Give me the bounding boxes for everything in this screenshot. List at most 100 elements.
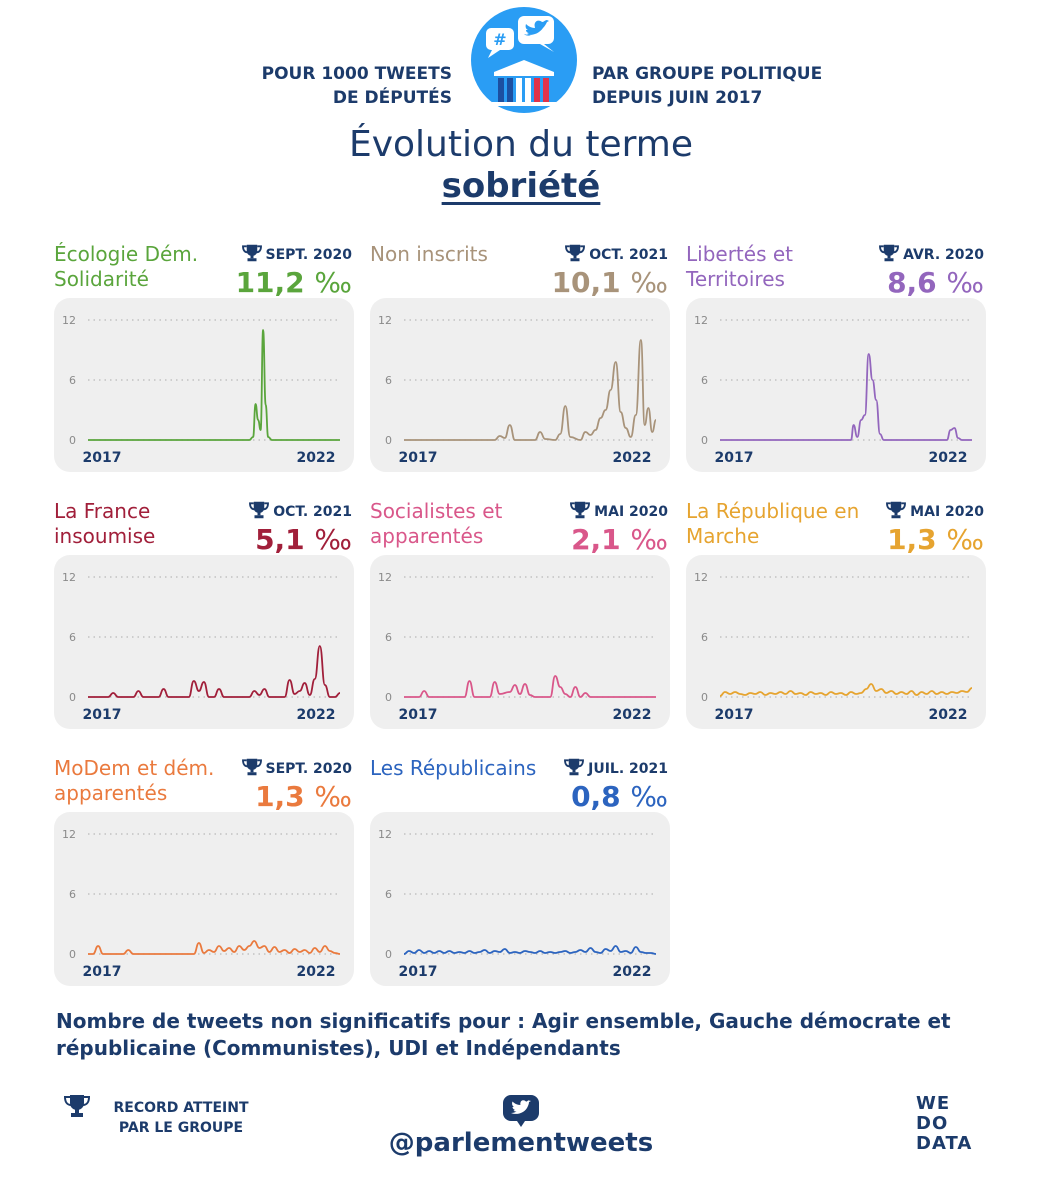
x-tick-label: 2022 bbox=[613, 707, 652, 723]
y-tick-label: 12 bbox=[694, 571, 708, 584]
group-name: Les Républicains bbox=[370, 756, 537, 780]
record-period: JUIL. 2021 bbox=[588, 761, 668, 777]
y-tick-label: 6 bbox=[69, 888, 76, 901]
header-right-line2: DEPUIS JUIN 2017 bbox=[592, 88, 763, 108]
trophy-icon bbox=[249, 501, 270, 523]
series-line bbox=[88, 329, 340, 441]
record-number: 10,1 bbox=[551, 266, 621, 299]
y-tick-label: 6 bbox=[385, 374, 392, 387]
record-period: SEPT. 2020 bbox=[265, 761, 353, 777]
brand-line2: DO bbox=[916, 1113, 949, 1134]
chart-socialistes: 0 6 12 2017 2022 bbox=[370, 555, 670, 729]
chart-modem: 0 6 12 2017 2022 bbox=[54, 812, 354, 986]
record-period: MAI 2020 bbox=[910, 504, 984, 520]
group-name: La France insoumise bbox=[54, 499, 156, 548]
panel-libertes: Libertés et Territoires AVR. 2020 8,6 ‰ … bbox=[686, 242, 986, 472]
y-tick-label: 6 bbox=[385, 888, 392, 901]
record-value: 11,2 ‰ bbox=[236, 266, 352, 299]
record-label: JUIL. 2021 bbox=[564, 758, 668, 780]
panel-modem: MoDem et dém. apparentés SEPT. 2020 1,3 … bbox=[54, 756, 354, 986]
record-unit: ‰ bbox=[946, 523, 984, 556]
record-label: OCT. 2021 bbox=[565, 244, 668, 266]
record-value: 5,1 ‰ bbox=[255, 523, 352, 556]
panel-lfi: La France insoumise OCT. 2021 5,1 ‰ 0 6 12… bbox=[54, 499, 354, 729]
group-name: Non inscrits bbox=[370, 242, 488, 266]
panel-ecologie: Écologie Dém. Solidarité SEPT. 2020 11,2… bbox=[54, 242, 354, 472]
header-right: PAR GROUPE POLITIQUE DEPUIS JUIN 2017 bbox=[592, 62, 892, 110]
x-tick-label: 2017 bbox=[83, 964, 122, 980]
chart-background bbox=[370, 812, 670, 986]
record-period: AVR. 2020 bbox=[903, 247, 984, 263]
panel-socialistes: Socialistes et apparentés MAI 2020 2,1 ‰… bbox=[370, 499, 670, 729]
chart-background bbox=[686, 298, 986, 472]
y-tick-label: 0 bbox=[385, 948, 392, 961]
y-tick-label: 6 bbox=[69, 631, 76, 644]
header-left-line2: DE DÉPUTÉS bbox=[332, 88, 452, 108]
x-tick-label: 2022 bbox=[297, 964, 336, 980]
y-tick-label: 12 bbox=[378, 828, 392, 841]
record-label: AVR. 2020 bbox=[879, 244, 984, 266]
x-tick-label: 2017 bbox=[83, 707, 122, 723]
chart-background bbox=[686, 555, 986, 729]
record-number: 1,3 bbox=[255, 780, 305, 813]
record-unit: ‰ bbox=[630, 523, 668, 556]
y-tick-label: 0 bbox=[701, 691, 708, 704]
record-value: 8,6 ‰ bbox=[887, 266, 984, 299]
record-value: 10,1 ‰ bbox=[552, 266, 668, 299]
y-tick-label: 12 bbox=[62, 828, 76, 841]
series-line bbox=[404, 339, 657, 441]
brand-line3: DATA bbox=[916, 1133, 973, 1154]
group-name: Libertés et Territoires bbox=[686, 242, 793, 291]
record-label: SEPT. 2020 bbox=[241, 758, 353, 780]
footnote: Nombre de tweets non significatifs pour … bbox=[56, 1009, 951, 1060]
wedodata-logo: WE DO DATA bbox=[916, 1094, 972, 1154]
chart-background bbox=[54, 555, 354, 729]
legend-line1: RECORD ATTEINT bbox=[113, 1100, 249, 1116]
panel-republicains: Les Républicains JUIL. 2021 0,8 ‰ 0 6 12 20… bbox=[370, 756, 670, 986]
x-tick-label: 2022 bbox=[297, 450, 336, 466]
record-unit: ‰ bbox=[314, 780, 352, 813]
record-number: 2,1 bbox=[571, 523, 621, 556]
series-line bbox=[719, 683, 973, 697]
parlement-logo: # bbox=[471, 7, 577, 113]
record-period: SEPT. 2020 bbox=[265, 247, 353, 263]
y-tick-label: 12 bbox=[694, 314, 708, 327]
brand-line1: WE bbox=[916, 1093, 951, 1114]
legend-text: RECORD ATTEINT PAR LE GROUPE bbox=[96, 1098, 266, 1138]
panel-lrem: La République en Marche MAI 2020 1,3 ‰ 0… bbox=[686, 499, 986, 729]
x-tick-label: 2022 bbox=[613, 450, 652, 466]
chart-background bbox=[54, 812, 354, 986]
twitter-handle: @parlementweets bbox=[388, 1128, 654, 1158]
record-number: 8,6 bbox=[887, 266, 937, 299]
header-left: POUR 1000 TWEETS DE DÉPUTÉS bbox=[190, 62, 452, 110]
record-unit: ‰ bbox=[314, 523, 352, 556]
record-period: MAI 2020 bbox=[594, 504, 668, 520]
y-tick-label: 6 bbox=[69, 374, 76, 387]
record-value: 2,1 ‰ bbox=[571, 523, 668, 556]
trophy-icon bbox=[241, 758, 262, 780]
y-tick-label: 6 bbox=[701, 374, 708, 387]
y-tick-label: 12 bbox=[62, 314, 76, 327]
y-tick-label: 6 bbox=[701, 631, 708, 644]
group-name: Socialistes et apparentés bbox=[370, 499, 503, 548]
record-number: 11,2 bbox=[235, 266, 305, 299]
trophy-icon bbox=[886, 501, 907, 523]
y-tick-label: 0 bbox=[701, 434, 708, 447]
y-tick-label: 0 bbox=[69, 434, 76, 447]
trophy-icon bbox=[63, 1094, 91, 1122]
header-right-line1: PAR GROUPE POLITIQUE bbox=[592, 64, 823, 84]
logo-hashtag: # bbox=[493, 30, 506, 49]
chart-lrem: 0 6 12 2017 2022 bbox=[686, 555, 986, 729]
page-title: Évolution du terme bbox=[348, 124, 694, 165]
record-value: 1,3 ‰ bbox=[887, 523, 984, 556]
x-tick-label: 2017 bbox=[399, 450, 438, 466]
trophy-icon bbox=[879, 244, 900, 266]
group-name: La République en Marche bbox=[686, 499, 860, 548]
record-period: OCT. 2021 bbox=[589, 247, 668, 263]
record-number: 1,3 bbox=[887, 523, 937, 556]
x-tick-label: 2022 bbox=[929, 707, 968, 723]
record-value: 0,8 ‰ bbox=[571, 780, 668, 813]
chart-background bbox=[370, 555, 670, 729]
record-label: MAI 2020 bbox=[570, 501, 668, 523]
group-name: MoDem et dém. apparentés bbox=[54, 756, 215, 805]
